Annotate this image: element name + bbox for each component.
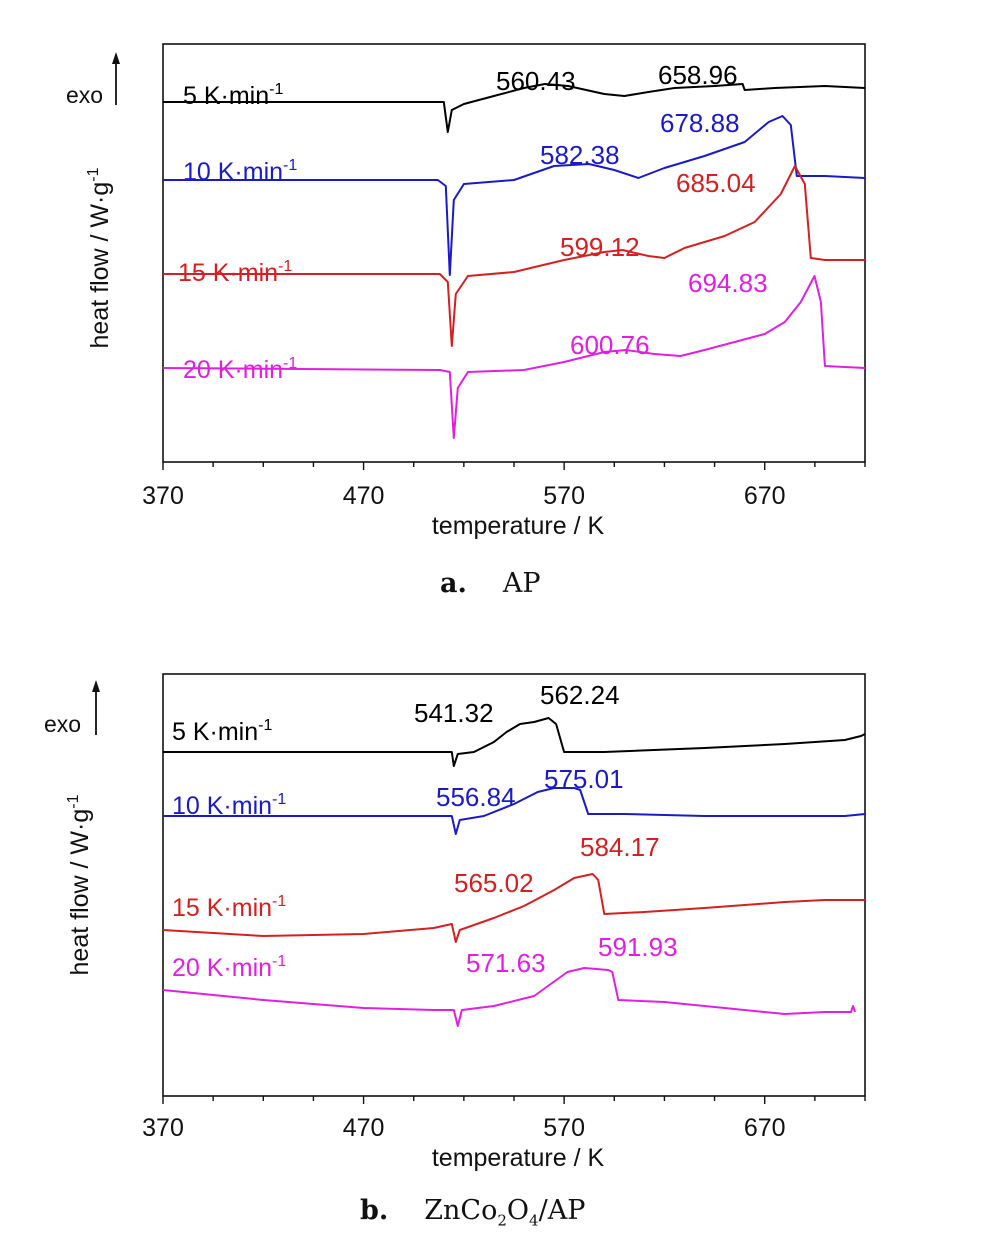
peak-label-a-2-0: 599.12 (560, 232, 640, 262)
peak-label-b-3-1: 591.93 (598, 932, 678, 962)
peak-label-a-0-0: 560.43 (496, 66, 576, 96)
series-line-b-0 (163, 717, 866, 767)
panel-b: 370 470 570 670 temperature / K heat flow / W… (44, 673, 866, 1172)
x-tick-label: 570 (543, 1114, 585, 1142)
x-tick-label: 470 (343, 1114, 385, 1142)
series-label-a-2: 15 K·min-1 (178, 258, 292, 287)
caption-b-formula-3: O (506, 1195, 530, 1226)
series-label-b-1: 10 K·min-1 (172, 791, 286, 820)
x-axis-title: temperature / K (432, 512, 605, 540)
peak-label-a-1-1: 678.88 (660, 108, 740, 138)
exo-label: exo (44, 711, 81, 737)
series-line-b-3 (162, 967, 856, 1027)
x-tick-label: 470 (343, 482, 385, 510)
peak-label-b-0-0: 541.32 (414, 698, 494, 728)
peak-label-b-2-1: 584.17 (580, 832, 660, 862)
x-tick-label: 370 (142, 1114, 184, 1142)
peak-label-a-0-1: 658.96 (658, 60, 738, 90)
x-tick-label: 670 (744, 482, 786, 510)
series-line-a-2 (163, 165, 865, 347)
x-tick-label: 370 (142, 482, 184, 510)
peak-label-b-3-0: 571.63 (466, 948, 546, 978)
panel-a: 370 470 570 670 temperature / K heat flow / W… (66, 43, 866, 540)
exo-arrow-icon (112, 52, 120, 64)
caption-a-text: AP (502, 568, 541, 599)
peak-label-b-1-0: 556.84 (436, 782, 516, 812)
series-line-a-0 (163, 83, 866, 133)
series-line-b-1 (163, 787, 866, 835)
exo-arrow-icon (92, 680, 100, 692)
peak-label-a-1-0: 582.38 (540, 140, 620, 170)
series-label-a-1: 10 K·min-1 (183, 157, 297, 186)
peak-label-a-3-0: 600.76 (570, 330, 650, 360)
series-label-b-2: 15 K·min-1 (172, 893, 286, 922)
exo-label: exo (66, 82, 103, 108)
caption-a-prefix: a. (440, 568, 467, 599)
peak-label-b-2-0: 565.02 (454, 868, 534, 898)
peak-label-b-0-1: 562.24 (540, 680, 620, 710)
series-line-b-2 (162, 873, 865, 943)
y-axis-title: heat flow / W·g-1 (65, 794, 94, 975)
caption-b-prefix: b. (360, 1195, 389, 1226)
x-tick-label: 570 (543, 482, 585, 510)
peak-label-a-3-1: 694.83 (688, 268, 768, 298)
peak-label-b-1-1: 575.01 (544, 764, 624, 794)
series-label-a-3: 20 K·min-1 (183, 355, 297, 384)
caption-b-formula-4: 4 (529, 1211, 539, 1230)
series-line-a-3 (162, 275, 866, 439)
caption-b: b. ZnCo2O4/AP (360, 1195, 585, 1229)
series-line-a-1 (163, 115, 866, 276)
y-axis-title: heat flow / W·g-1 (85, 167, 114, 348)
series-label-b-0: 5 K·min-1 (172, 717, 272, 746)
x-tick-label: 670 (744, 1114, 786, 1142)
caption-b-formula-2: 2 (497, 1211, 507, 1230)
peak-label-a-2-1: 685.04 (676, 168, 756, 198)
series-label-a-0: 5 K·min-1 (183, 81, 283, 110)
x-axis-title: temperature / K (432, 1144, 605, 1172)
caption-a: a. AP (440, 568, 541, 599)
caption-b-formula-5: /AP (538, 1195, 586, 1226)
caption-b-formula-1: ZnCo (424, 1195, 498, 1226)
series-label-b-3: 20 K·min-1 (172, 953, 286, 982)
